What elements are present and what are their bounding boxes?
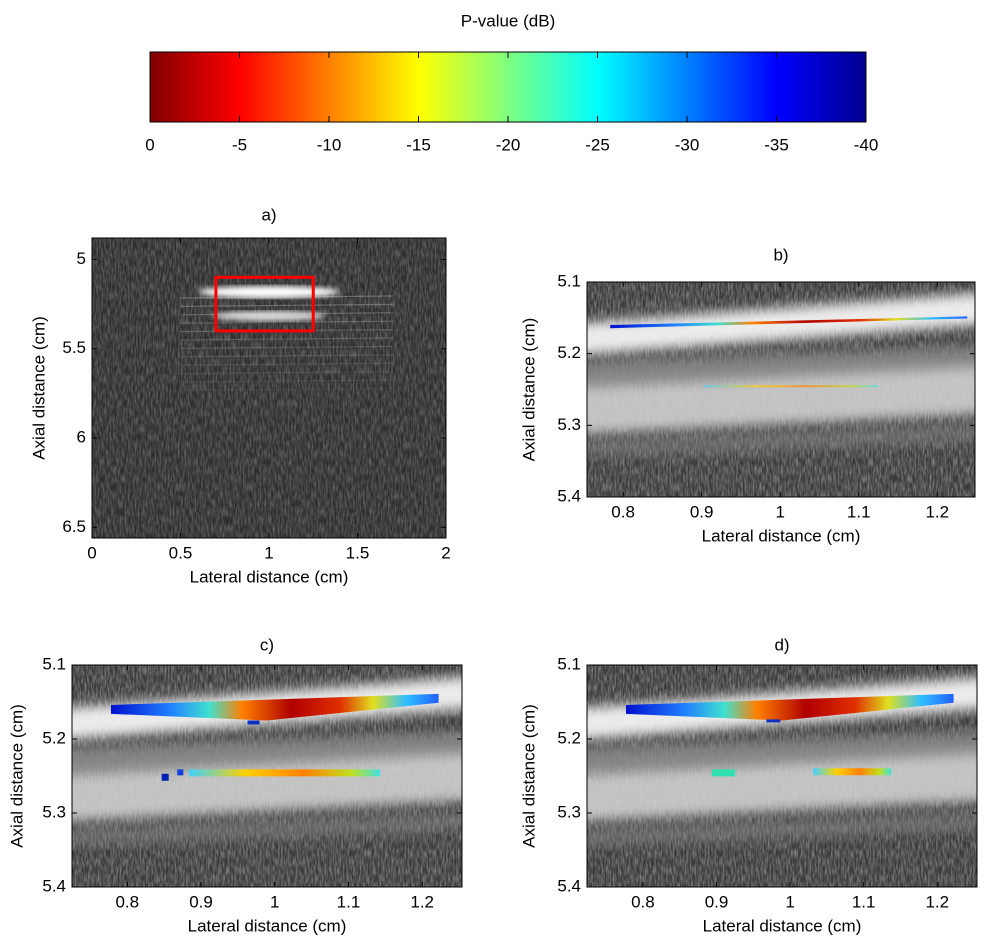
y-tick-label: 5.4	[557, 486, 581, 505]
overlay-streak	[177, 769, 184, 776]
x-tick-label: 1	[775, 502, 784, 521]
overlay-streak	[626, 693, 954, 721]
image-stripe	[180, 362, 393, 366]
y-tick-label: 5.3	[557, 415, 581, 434]
overlay-streak	[161, 773, 169, 781]
colorbar-tick-label: -35	[764, 135, 789, 154]
image-echo	[587, 813, 977, 846]
panel-title: a)	[261, 205, 276, 224]
image-echo	[72, 813, 462, 846]
x-tick-label: 0	[87, 543, 96, 562]
x-tick-label: 2	[441, 543, 450, 562]
overlay-streak	[189, 769, 381, 777]
overlay-streak	[703, 385, 878, 388]
x-axis-label: Lateral distance (cm)	[188, 916, 347, 935]
y-tick-label: 5.1	[557, 654, 581, 673]
y-axis-label: Axial distance (cm)	[7, 704, 26, 848]
x-tick-label: 0.5	[169, 543, 193, 562]
y-tick-label: 5.4	[42, 876, 66, 895]
image-stripe	[180, 337, 393, 341]
image-echo	[587, 366, 975, 434]
x-axis-label: Lateral distance (cm)	[702, 526, 861, 545]
x-tick-label: 1.2	[925, 502, 949, 521]
image-stripe	[180, 379, 393, 383]
x-tick-label: 0.9	[705, 892, 729, 911]
image-echo	[587, 293, 975, 355]
x-tick-label: 0.8	[611, 502, 635, 521]
y-axis-label: Axial distance (cm)	[519, 318, 538, 462]
y-tick-label: 5.3	[557, 802, 581, 821]
colorbar-tick-label: -30	[675, 135, 700, 154]
colorbar	[149, 51, 867, 123]
y-tick-label: 5.4	[557, 876, 581, 895]
y-tick-label: 5.2	[557, 343, 581, 362]
overlay-streak	[711, 769, 736, 777]
image-stripe	[180, 371, 393, 375]
axes-frame	[586, 664, 978, 888]
y-tick-label: 5.2	[42, 728, 66, 747]
y-axis-label: Axial distance (cm)	[29, 316, 48, 460]
axes-frame	[586, 281, 976, 498]
panel-title: c)	[260, 635, 274, 654]
x-tick-label: 1	[264, 543, 273, 562]
colorbar-tick-label: -10	[317, 135, 342, 154]
x-tick-label: 0.8	[631, 892, 655, 911]
overlay-streak	[610, 316, 968, 329]
image-stripe	[180, 345, 393, 349]
image-echo	[72, 731, 462, 776]
colorbar-title: P-value (dB)	[461, 11, 555, 30]
image	[92, 238, 446, 538]
x-axis-label: Lateral distance (cm)	[703, 916, 862, 935]
colorbar-tick-label: -15	[406, 135, 431, 154]
overlay-streak	[813, 768, 892, 776]
image-stripe	[180, 354, 393, 358]
x-tick-label: 1	[785, 892, 794, 911]
y-tick-label: 5.1	[42, 654, 66, 673]
colorbar-tick-label: -40	[854, 135, 879, 154]
panel-title: d)	[774, 635, 789, 654]
y-tick-label: 5.2	[557, 728, 581, 747]
x-tick-label: 0.8	[115, 892, 139, 911]
y-tick-label: 5.3	[42, 802, 66, 821]
x-tick-label: 0.9	[690, 502, 714, 521]
overlay-streak	[247, 720, 260, 725]
colorbar-tick-label: -20	[496, 135, 521, 154]
colorbar-tick-label: 0	[145, 135, 154, 154]
image-echo	[587, 731, 977, 776]
y-tick-label: 5.1	[557, 271, 581, 290]
x-tick-label: 0.9	[189, 892, 213, 911]
image-echo	[587, 346, 975, 390]
y-tick-label: 5.5	[62, 338, 86, 357]
colorbar-tick-label: -5	[232, 135, 247, 154]
colorbar-tick-label: -25	[585, 135, 610, 154]
y-tick-label: 5	[77, 249, 86, 268]
overlay-streak	[766, 719, 781, 723]
x-tick-label: 1	[270, 892, 279, 911]
image-echo	[212, 311, 326, 321]
y-tick-label: 6.5	[62, 517, 86, 536]
panel-title: b)	[773, 245, 788, 264]
x-tick-label: 1.1	[337, 892, 361, 911]
y-tick-label: 6	[77, 427, 86, 446]
roi-box	[214, 275, 315, 333]
image	[587, 665, 977, 887]
x-tick-label: 1.2	[925, 892, 949, 911]
overlay-streak	[111, 693, 439, 721]
image	[72, 665, 462, 887]
axes-frame	[71, 664, 463, 888]
x-tick-label: 1.5	[346, 543, 370, 562]
x-tick-label: 1.1	[847, 502, 871, 521]
x-axis-label: Lateral distance (cm)	[190, 567, 349, 586]
image-echo	[198, 286, 340, 298]
image-noise	[92, 238, 446, 538]
image-stripe	[180, 387, 393, 391]
x-tick-label: 1.2	[410, 892, 434, 911]
x-tick-label: 1.1	[852, 892, 876, 911]
image-echo	[587, 425, 975, 457]
image	[587, 282, 975, 497]
y-axis-label: Axial distance (cm)	[519, 704, 538, 848]
